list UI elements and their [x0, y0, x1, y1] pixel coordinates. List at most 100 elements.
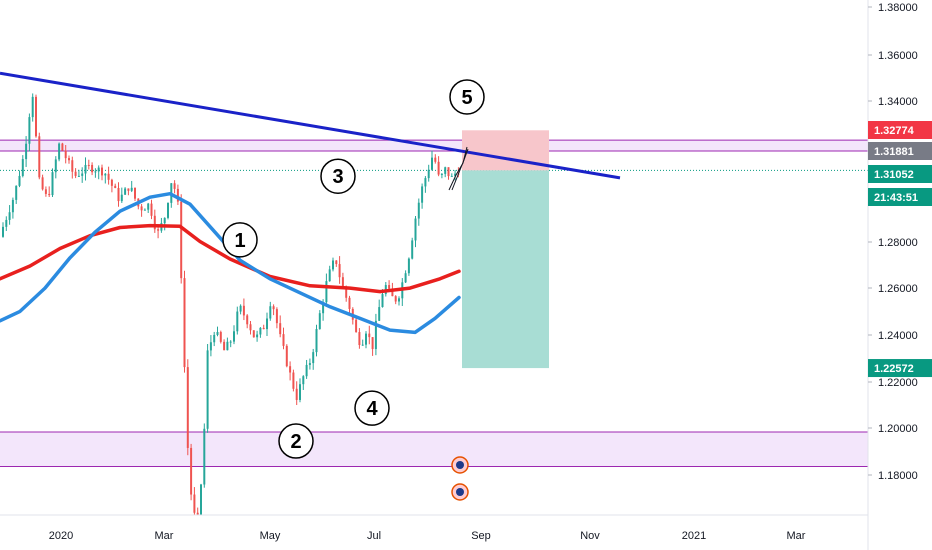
candle-body — [91, 164, 94, 173]
trendline[interactable] — [0, 71, 621, 191]
candle-body — [295, 388, 298, 400]
time-tick-label: 2021 — [682, 530, 706, 542]
price-badge-target-high — [868, 121, 932, 139]
candle-body — [308, 363, 311, 365]
candle-body — [246, 315, 249, 325]
candle-body — [388, 285, 391, 289]
candle-body — [249, 324, 252, 331]
time-axis[interactable]: 2020 Mar May Jul Sep Nov 2021 Mar — [49, 530, 806, 542]
wave-label-circle — [278, 423, 314, 459]
price-badge-countdown — [868, 188, 932, 206]
price-tick-label: 1.34000 — [878, 96, 918, 108]
candle-body — [120, 194, 123, 202]
moving-averages — [0, 191, 461, 335]
candle-body — [61, 143, 64, 151]
candle-body — [94, 171, 97, 173]
candle-body — [28, 117, 31, 144]
candle-body — [97, 167, 100, 172]
candle-body — [209, 342, 212, 351]
candle-body — [84, 164, 87, 174]
price-badges: 1.32774 1.31881 1.31052 21:43:51 1.22572 — [868, 121, 932, 378]
candle-body — [285, 345, 288, 367]
descending-trendline — [0, 71, 621, 180]
candle-body — [427, 169, 430, 179]
candle-body — [44, 189, 47, 194]
candle-body — [289, 366, 292, 373]
candle-body — [64, 150, 67, 159]
candle-body — [424, 178, 427, 187]
candle-body — [269, 306, 272, 319]
moving-average-red — [0, 223, 461, 294]
candle-body — [216, 332, 219, 335]
wave-label-text: 3 — [332, 166, 343, 188]
candle-body — [414, 218, 417, 241]
short-position-tool[interactable] — [462, 130, 549, 369]
economic-events[interactable] — [451, 456, 469, 501]
candle-body — [117, 188, 120, 202]
candle-body — [68, 158, 70, 161]
price-badge-target-low — [868, 359, 932, 378]
candle-body — [48, 193, 51, 196]
candle-body — [440, 173, 443, 175]
candle-body — [101, 167, 103, 176]
candle-body — [398, 298, 400, 302]
candle-body — [140, 206, 143, 211]
time-tick-label: Mar — [155, 530, 174, 542]
wave-label-circle — [320, 158, 356, 194]
candle-body — [15, 185, 18, 200]
candle-body — [193, 494, 196, 513]
time-tick-label: Nov — [580, 530, 600, 542]
price-badge-current — [868, 165, 932, 183]
price-axis[interactable]: 1.38000 1.36000 1.34000 1.28000 1.26000 1.240… — [868, 2, 918, 482]
candle-body — [335, 260, 338, 265]
price-tick-label: 1.38000 — [878, 2, 918, 14]
candle-body — [153, 215, 156, 230]
candle-body — [219, 332, 222, 342]
candle-body — [150, 203, 153, 216]
candle-body — [371, 337, 374, 350]
candle-body — [239, 305, 242, 312]
candle-body — [203, 428, 206, 485]
candle-body — [361, 344, 364, 346]
wave-label-text: 1 — [234, 230, 245, 252]
candle-body — [18, 175, 21, 186]
time-tick-label: 2020 — [49, 530, 73, 542]
candle-body — [421, 186, 424, 203]
price-badge-countdown-text: 21:43:51 — [874, 192, 918, 204]
candle-body — [431, 157, 433, 170]
candle-body — [186, 367, 189, 448]
candle-body — [236, 311, 239, 332]
candle-body — [8, 212, 11, 220]
candle-body — [229, 341, 232, 343]
candle-body — [41, 177, 44, 190]
candle-body — [5, 219, 8, 227]
candle-body — [322, 302, 325, 314]
candle-body — [163, 217, 166, 224]
price-tick-label: 1.18000 — [878, 470, 918, 482]
candle-body — [394, 296, 397, 302]
candle-body — [447, 167, 450, 177]
candle-body — [381, 294, 384, 308]
candle-body — [54, 159, 57, 173]
candle-body — [173, 183, 176, 189]
price-badge-current-text: 1.31052 — [874, 169, 914, 181]
candle-body — [124, 188, 127, 195]
candle-body — [417, 202, 420, 219]
candle-body — [107, 173, 110, 180]
price-badge-resistance — [868, 142, 932, 160]
candle-body — [167, 202, 169, 218]
candle-body — [325, 281, 328, 303]
candle-body — [176, 188, 179, 202]
candle-body — [130, 187, 133, 191]
candle-body — [104, 173, 107, 176]
candle-body — [38, 136, 41, 178]
candle-body — [312, 352, 315, 364]
price-tick-label: 1.26000 — [878, 283, 918, 295]
candle-body — [275, 309, 278, 324]
candle-body — [355, 319, 358, 333]
candle-body — [374, 320, 377, 350]
candle-body — [345, 286, 348, 298]
candlestick-series — [2, 93, 460, 515]
wave-label-circle — [354, 390, 390, 426]
